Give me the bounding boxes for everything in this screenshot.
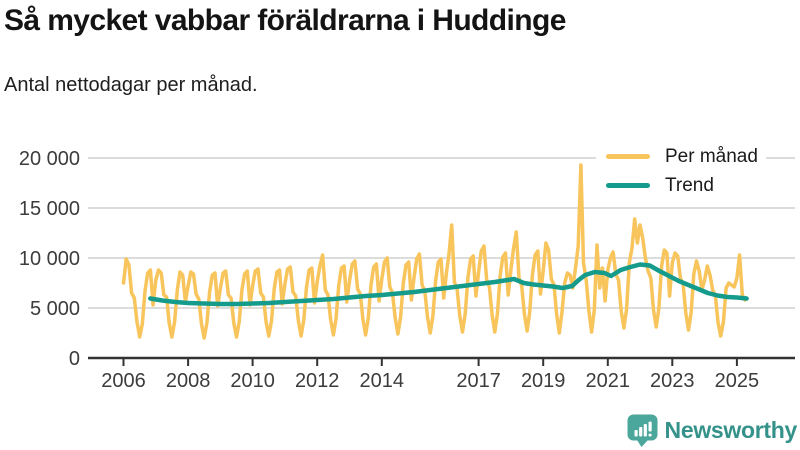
svg-text:2010: 2010 [230,370,275,392]
svg-text:2017: 2017 [456,370,501,392]
legend-label-trend: Trend [665,174,714,196]
chart-legend: Per månad Trend [596,140,766,202]
newsworthy-logo[interactable]: Newsworthy [627,414,797,447]
svg-text:2021: 2021 [586,370,631,392]
svg-text:2012: 2012 [295,370,340,392]
per-manad-line-swatch [606,154,650,159]
svg-text:2014: 2014 [360,370,405,392]
legend-item-trend: Trend [606,171,758,200]
svg-text:2008: 2008 [166,370,211,392]
svg-text:2025: 2025 [715,370,760,392]
svg-text:2019: 2019 [521,370,566,392]
newsworthy-logo-icon [627,414,658,447]
svg-text:20 000: 20 000 [19,148,80,170]
svg-text:2023: 2023 [650,370,695,392]
legend-item-per-manad: Per månad [606,142,758,171]
trend-line-swatch [606,183,650,188]
svg-text:5 000: 5 000 [30,298,80,320]
svg-text:0: 0 [69,348,80,370]
newsworthy-wordmark: Newsworthy [664,417,798,443]
svg-text:2006: 2006 [101,370,146,392]
svg-text:15 000: 15 000 [19,198,80,220]
svg-text:10 000: 10 000 [19,248,80,270]
chart-title: Så mycket vabbar föräldrarna i Huddinge [4,4,566,37]
legend-label-per-manad: Per månad [665,145,758,167]
chart-subtitle: Antal nettodagar per månad. [4,74,258,96]
